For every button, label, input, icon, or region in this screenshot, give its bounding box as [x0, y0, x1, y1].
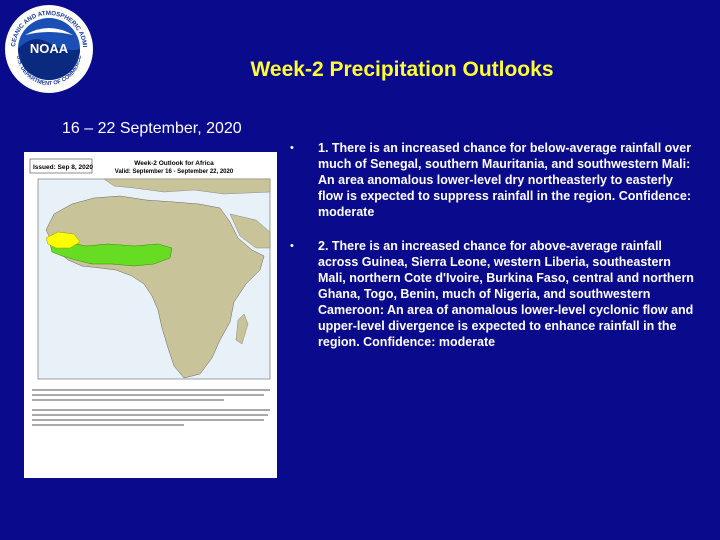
noaa-logo: NATIONAL OCEANIC AND ATMOSPHERIC ADMINIS… [1, 0, 95, 95]
map-arabia [229, 213, 271, 249]
map-madagascar [235, 313, 249, 345]
below-average-area [45, 231, 81, 249]
map-africa [45, 195, 265, 379]
page-title: Week-2 Precipitation Outlooks [250, 58, 554, 81]
bullet-text-1: 1. There is an increased chance for belo… [318, 141, 692, 219]
logo-center-text: NOAA [30, 41, 69, 56]
map-issued-label: Issued: Sep 8, 2020 [33, 164, 93, 171]
map-heading-line1: Week-2 Outlook for Africa [134, 160, 214, 167]
date-range: 16 – 22 September, 2020 [62, 120, 242, 137]
outlook-bullets: • 1. There is an increased chance for be… [290, 140, 700, 368]
bullet-text-2: 2. There is an increased chance for abov… [318, 239, 694, 349]
map-caption [32, 389, 270, 426]
map-heading-line2: Valid: September 16 - September 22, 2020 [115, 169, 234, 175]
bullet-marker: • [290, 240, 294, 252]
outlook-map-panel: Issued: Sep 8, 2020 Week-2 Outlook for A… [24, 152, 277, 478]
bullet-item-1: • 1. There is an increased chance for be… [290, 140, 700, 220]
bullet-item-2: • 2. There is an increased chance for ab… [290, 238, 700, 350]
bullet-marker: • [290, 142, 294, 154]
map-europe [103, 178, 271, 195]
above-average-area [49, 241, 173, 267]
